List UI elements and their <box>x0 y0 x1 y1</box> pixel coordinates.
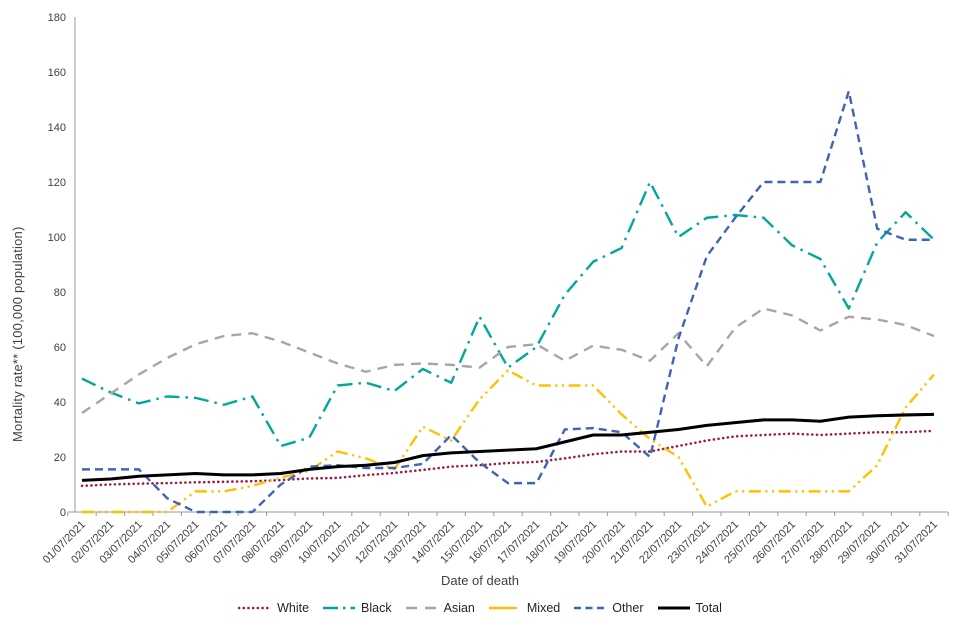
y-tick-label: 160 <box>48 67 66 79</box>
legend-item-mixed: Mixed <box>488 601 560 615</box>
legend-label: White <box>277 601 310 615</box>
legend-label: Black <box>361 601 392 615</box>
y-tick-label: 80 <box>54 287 66 299</box>
y-tick-label: 100 <box>48 232 66 244</box>
legend-marker-asian <box>405 606 438 610</box>
legend-item-black: Black <box>322 601 392 615</box>
y-tick-label: 120 <box>48 177 66 189</box>
y-axis-title: Mortality rate** (100,000 population) <box>10 226 25 442</box>
series-line-white <box>80 429 936 488</box>
legend-marker-other <box>574 606 607 610</box>
legend-item-other: Other <box>573 601 644 615</box>
legend-label: Other <box>612 601 644 615</box>
legend-label: Mixed <box>526 601 561 615</box>
y-tick-label: 20 <box>54 452 66 464</box>
y-tick-label: 0 <box>60 507 66 519</box>
legend-label: Total <box>695 601 722 615</box>
y-tick-label: 140 <box>48 122 66 134</box>
x-axis-title: Date of death <box>440 573 520 588</box>
legend: White Black Asian Mixed Other Total <box>0 601 960 615</box>
legend-marker-total <box>657 606 690 610</box>
series-line-mixed <box>82 369 935 514</box>
legend-item-white: White <box>238 601 309 615</box>
series-line-black <box>81 180 935 448</box>
legend-marker-white <box>238 606 273 610</box>
legend-item-total: Total <box>657 601 722 615</box>
series-line-asian <box>81 307 935 414</box>
legend-item-asian: Asian <box>405 601 475 615</box>
legend-marker-mixed <box>488 606 521 610</box>
series-line-other <box>82 90 934 514</box>
y-tick-label: 60 <box>54 342 66 354</box>
line-chart: 02040608010012014016018001/07/202102/07/… <box>41 12 949 566</box>
series-line-total <box>81 412 935 482</box>
legend-label: Asian <box>443 601 475 615</box>
y-tick-label: 40 <box>54 397 66 409</box>
legend-marker-black <box>323 606 356 610</box>
y-tick-label: 180 <box>48 12 66 24</box>
